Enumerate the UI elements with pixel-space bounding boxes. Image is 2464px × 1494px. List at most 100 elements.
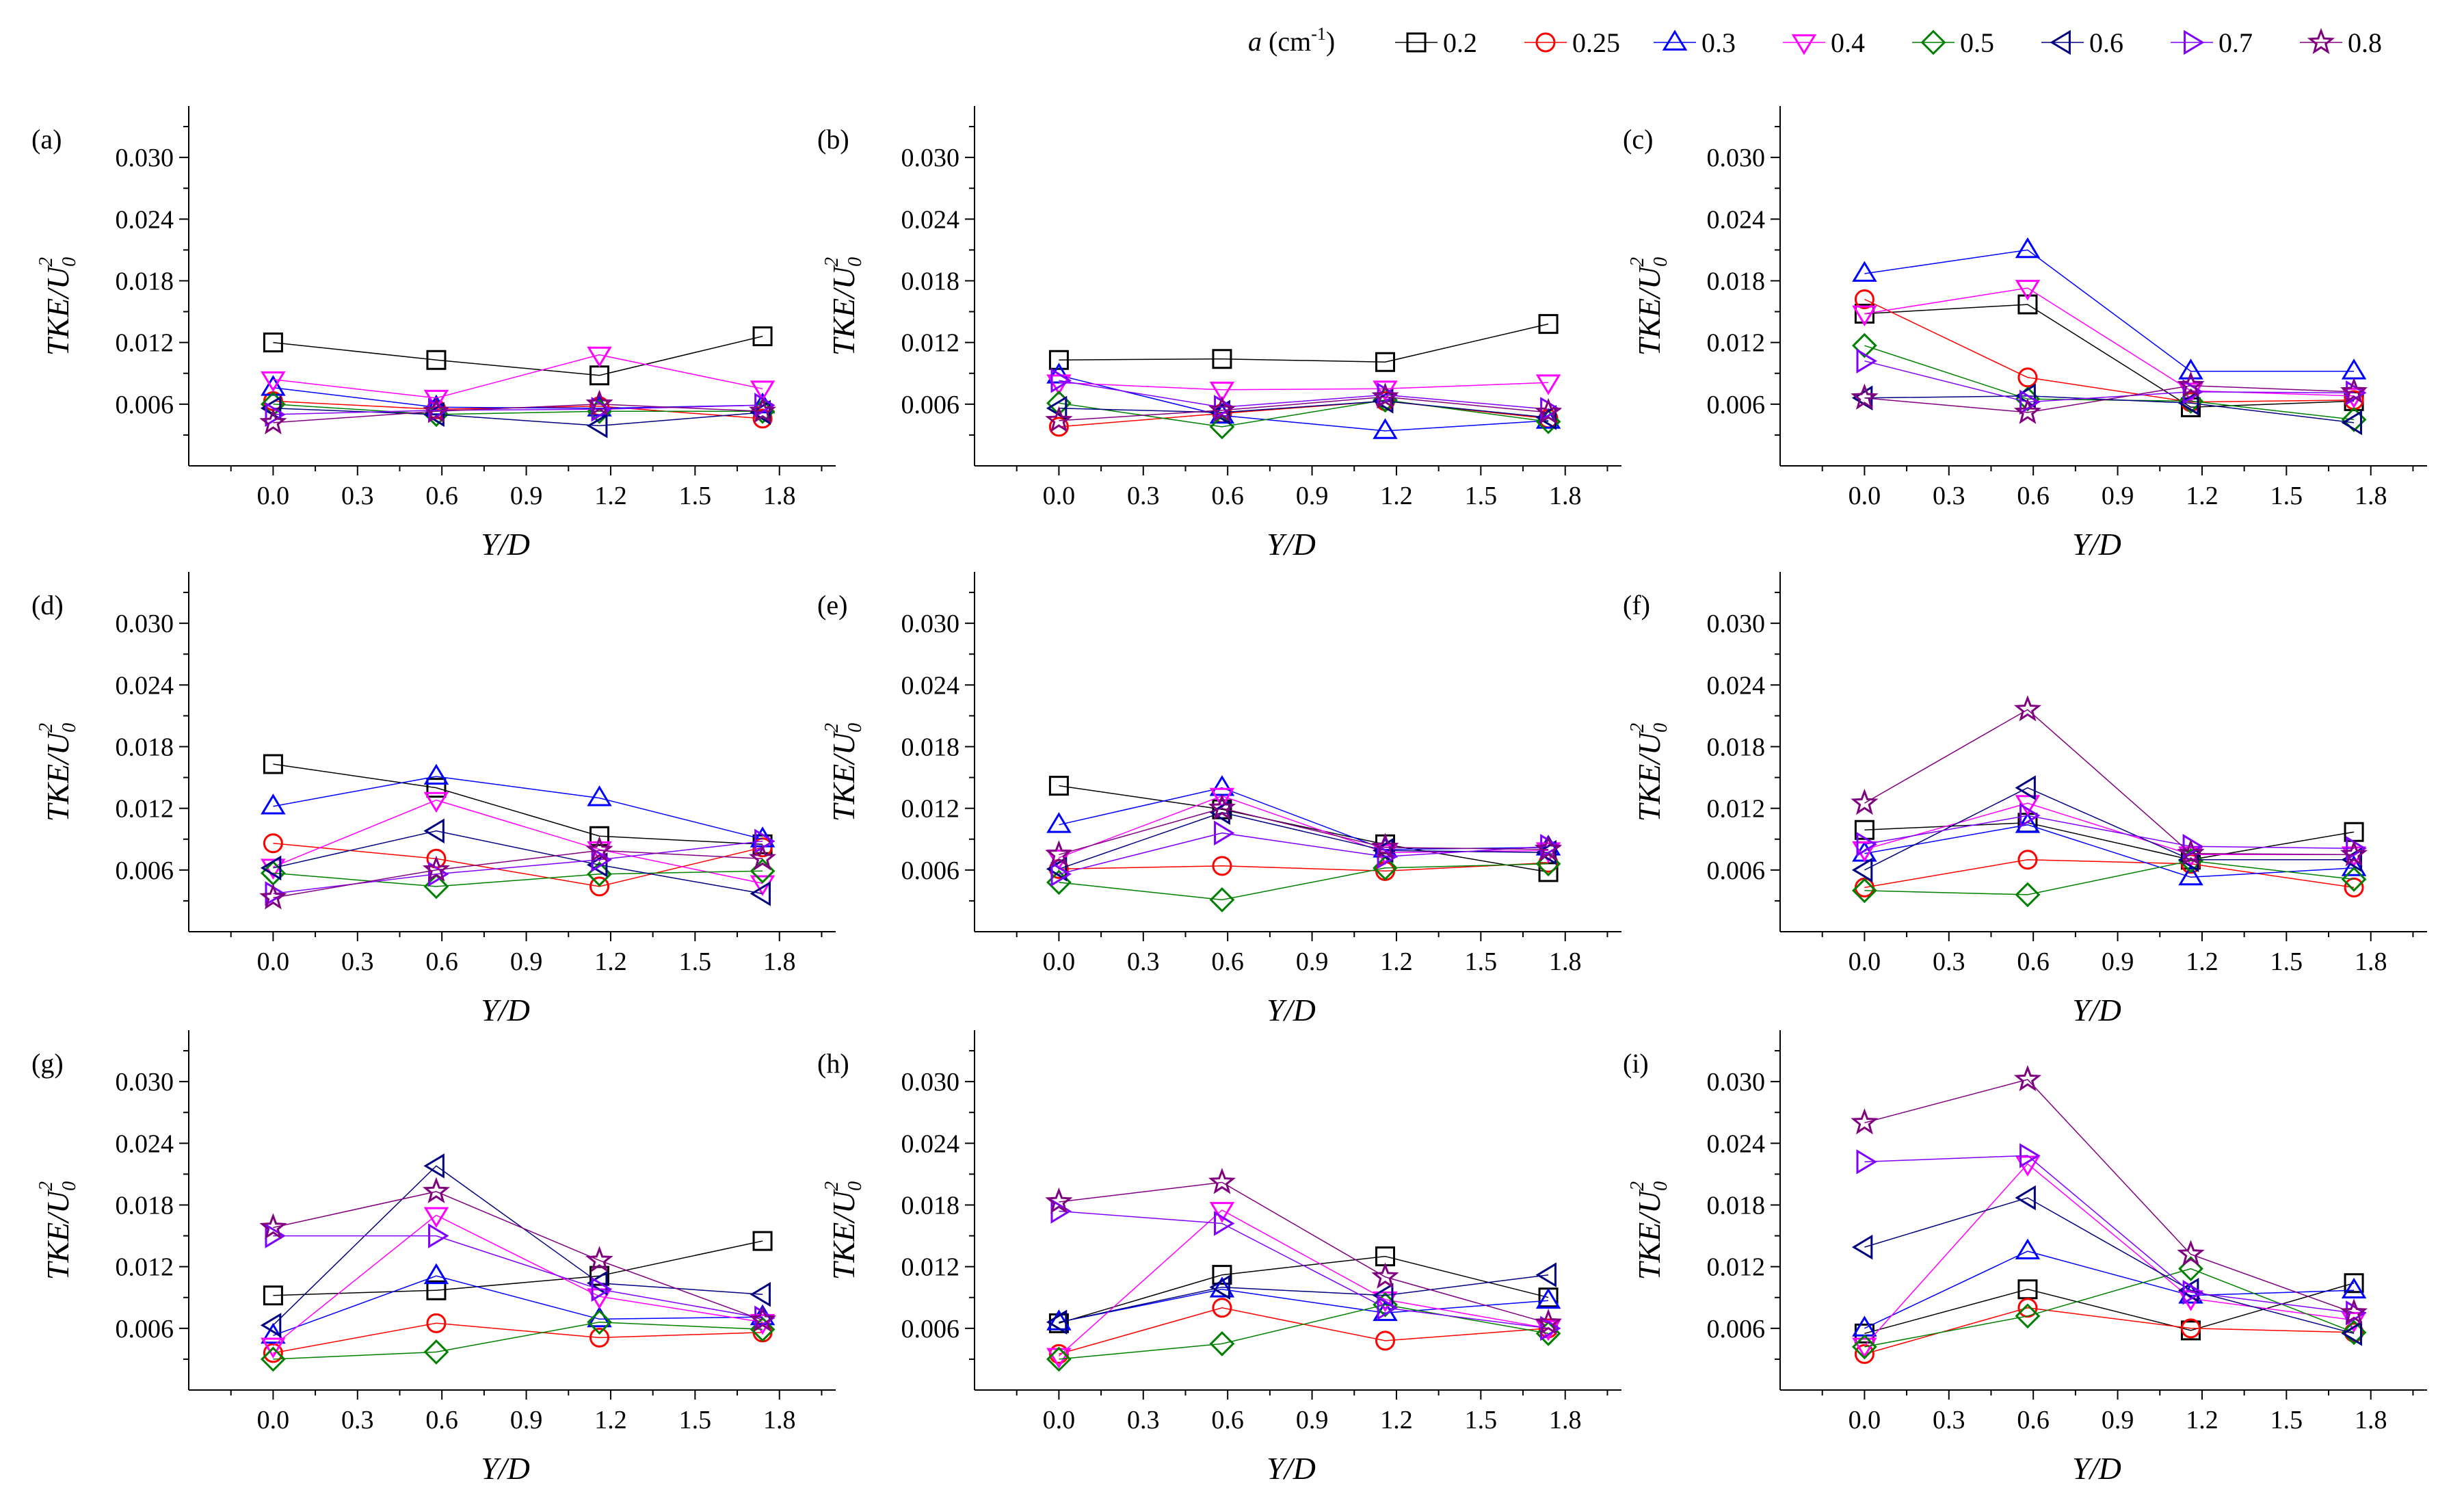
series-line — [273, 776, 763, 840]
series-0_6 — [260, 818, 771, 906]
x-tick-label: 0.6 — [1211, 947, 1244, 976]
series-line — [273, 1322, 763, 1354]
x-tick-label: 0.6 — [425, 947, 458, 976]
y-axis-title-sup: 2 — [1627, 257, 1648, 267]
series-0_5 — [1046, 851, 1561, 913]
series-0_25 — [1854, 850, 2364, 897]
y-tick-label: 0.018 — [901, 1191, 960, 1220]
y-tick-label: 0.012 — [1707, 329, 1766, 358]
x-tick-label: 0.6 — [425, 1406, 458, 1434]
x-tick-label: 0.3 — [1933, 1406, 1965, 1434]
series-0_8 — [1851, 695, 2368, 867]
x-tick-label: 0.0 — [257, 1406, 290, 1434]
data-point — [1209, 1274, 1230, 1300]
legend-entry-0_4: 0.4 — [1783, 27, 1865, 58]
x-axis-title: Y/D — [1267, 527, 1316, 562]
data-point — [1371, 833, 1399, 859]
x-tick-label: 1.8 — [1549, 482, 1582, 510]
data-point — [1851, 1108, 1879, 1135]
data-point — [2019, 802, 2041, 828]
data-point — [1209, 775, 1235, 796]
data-point — [1046, 1346, 1072, 1372]
legend-label: 0.4 — [1831, 27, 1865, 58]
legend-unit-label: (cm — [1269, 26, 1311, 57]
series-0_8 — [1045, 794, 1563, 867]
y-axis-title-main: TKE/U — [40, 731, 75, 822]
data-point — [1852, 841, 1877, 863]
data-point — [752, 837, 773, 858]
data-point — [1048, 1344, 1069, 1364]
panel-f: 0.0 0.3 0.6 0.9 1.2 1.5 1.8 0.006 0.012 0.018 0.02… — [1623, 572, 2427, 1027]
series-line — [273, 850, 763, 899]
data-point — [423, 1339, 449, 1365]
x-tick-label: 0.9 — [1296, 1406, 1329, 1434]
x-tick-label: 0.9 — [2102, 947, 2134, 976]
x-tick-label: 1.2 — [594, 1406, 627, 1434]
data-point — [263, 332, 283, 353]
data-point — [1852, 332, 1877, 358]
data-point — [1375, 1331, 1396, 1351]
data-point — [426, 1313, 447, 1333]
data-point — [2017, 367, 2038, 388]
data-point — [1209, 887, 1235, 913]
data-point — [1852, 1334, 1877, 1360]
data-point — [1852, 261, 1877, 282]
data-point — [422, 1177, 451, 1204]
data-point — [1851, 857, 1873, 883]
x-tick-label: 1.5 — [679, 947, 712, 976]
y-axis-title-main: TKE/U — [826, 1189, 861, 1280]
y-tick-label: 0.006 — [1707, 391, 1766, 419]
legend-entry-0_25: 0.25 — [1524, 27, 1620, 58]
x-tick-label: 0.3 — [341, 1406, 374, 1434]
series-line — [1864, 249, 2355, 372]
data-point — [422, 855, 451, 882]
data-point — [1538, 314, 1559, 335]
y-tick-label: 0.006 — [1707, 856, 1766, 885]
series-line — [1059, 400, 1549, 419]
x-tick-label: 0.0 — [1043, 1406, 1076, 1434]
x-axis-title: Y/D — [1267, 1451, 1316, 1486]
x-tick-label: 1.2 — [2186, 1406, 2218, 1434]
data-point — [2341, 855, 2367, 876]
data-point — [585, 1246, 613, 1272]
series-line — [273, 335, 763, 376]
data-point — [1852, 878, 1877, 904]
series-0_3 — [1852, 812, 2367, 886]
x-tick-label: 0.9 — [2102, 1406, 2134, 1434]
y-axis-title-main: TKE/U — [826, 731, 861, 822]
y-tick-label: 0.006 — [901, 1315, 960, 1344]
y-tick-label: 0.006 — [116, 1315, 174, 1344]
panel-label: (e) — [817, 590, 847, 620]
data-point — [2341, 358, 2367, 380]
data-point — [752, 326, 773, 347]
series-0_3 — [1852, 237, 2367, 380]
data-point — [1208, 794, 1236, 820]
data-point — [2178, 358, 2203, 380]
data-point — [428, 861, 449, 887]
data-point — [263, 833, 283, 854]
series-0_8 — [259, 389, 777, 435]
series-0_6 — [1046, 1262, 1556, 1335]
legend-label: 0.3 — [1701, 27, 1736, 58]
x-tick-label: 0.9 — [1296, 482, 1329, 510]
data-point — [2344, 1273, 2364, 1294]
data-point — [2177, 839, 2205, 865]
data-point — [1851, 383, 1879, 410]
series-line — [273, 1240, 763, 1296]
series-line — [1864, 802, 2355, 856]
panel-label: (b) — [817, 124, 849, 155]
series-line — [1059, 863, 1549, 901]
series-line — [1059, 323, 1549, 363]
legend-var-label: a — [1248, 26, 1262, 57]
series-line — [1864, 287, 2355, 397]
y-tick-label: 0.030 — [1707, 144, 1766, 172]
data-point — [1854, 304, 1875, 324]
data-point — [2013, 397, 2042, 424]
panel-d: 0.0 0.3 0.6 0.9 1.2 1.5 1.8 0.006 0.012 0.018 0.02… — [31, 572, 836, 1027]
series-0_6 — [260, 1153, 771, 1338]
legend-title: a (cm-1) — [1248, 24, 1335, 57]
x-tick-label: 0.9 — [510, 947, 543, 976]
x-tick-label: 0.9 — [1296, 947, 1329, 976]
y-tick-label: 0.012 — [901, 1253, 960, 1282]
